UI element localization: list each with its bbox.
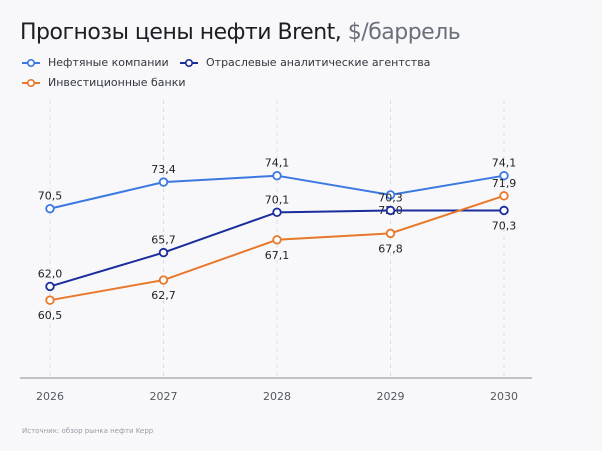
data-point: [272, 170, 282, 181]
title-unit: $/баррель: [347, 20, 461, 45]
data-label: 65,7: [151, 234, 176, 247]
legend-item-agencies: Отраслевые аналитические агентства: [180, 56, 430, 69]
data-point: [272, 235, 282, 245]
data-point: [45, 203, 55, 214]
data-point: [158, 247, 169, 258]
data-label: 70,1: [265, 193, 290, 206]
chart-title: Прогнозы цены нефти Brent, $/баррель: [20, 20, 461, 45]
legend-label: Нефтяные компании: [48, 56, 169, 69]
data-point: [45, 281, 55, 292]
data-point: [45, 295, 55, 305]
title-text: Прогнозы цены нефти Brent,: [20, 20, 342, 45]
legend-label: Инвестиционные банки: [48, 76, 186, 89]
data-point: [499, 191, 509, 201]
data-label: 70,3: [378, 191, 403, 204]
x-tick-label: 2026: [36, 390, 64, 403]
data-label: 62,7: [151, 289, 176, 302]
data-point: [499, 170, 509, 181]
data-point: [499, 205, 509, 216]
legend-item-oil-companies: Нефтяные компании: [22, 56, 169, 69]
data-label: 70,5: [38, 190, 63, 203]
data-label: 74,1: [265, 157, 290, 170]
x-tick-label: 2027: [150, 390, 178, 403]
data-point: [385, 190, 396, 200]
x-tick-label: 2029: [377, 390, 405, 403]
data-label: 60,5: [38, 309, 63, 322]
legend-item-banks: Инвестиционные банки: [22, 76, 185, 89]
legend-marker-icon: [180, 58, 198, 67]
x-tick-label: 2028: [263, 390, 291, 403]
data-label: 73,4: [151, 163, 176, 176]
data-point: [158, 177, 169, 187]
legend-marker-icon: [22, 58, 40, 67]
data-point: [158, 275, 169, 285]
data-point: [385, 205, 396, 216]
source-note: Источник: обзор рынка нефти Kepp: [22, 427, 154, 435]
legend-marker-icon: [22, 78, 40, 87]
legend-label: Отраслевые аналитические агентства: [206, 56, 431, 69]
data-point: [272, 207, 282, 218]
data-label: 71,9: [492, 177, 517, 190]
data-label: 70,3: [492, 219, 517, 232]
data-label: 67,1: [265, 249, 290, 262]
data-point: [385, 228, 396, 239]
data-label: 67,8: [378, 242, 403, 255]
data-label: 62,0: [38, 267, 63, 280]
data-label: 74,1: [492, 157, 517, 170]
x-tick-label: 2030: [490, 390, 518, 403]
